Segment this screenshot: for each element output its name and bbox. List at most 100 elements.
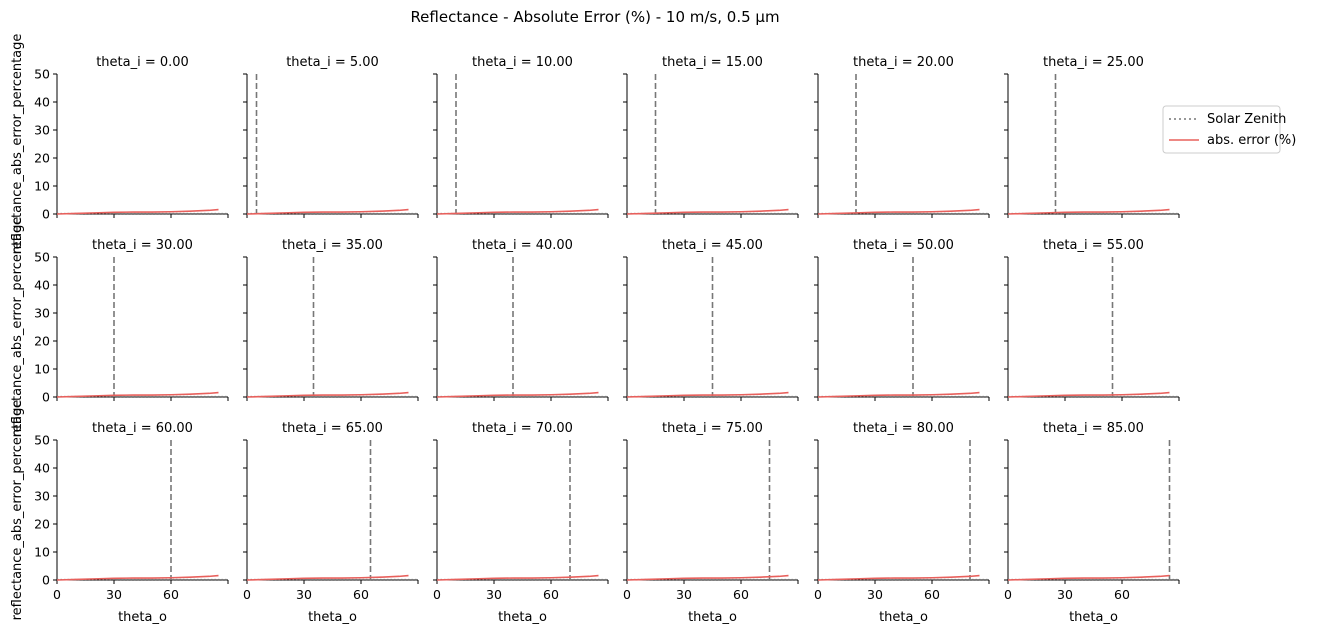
y-tick-label: 40 [34, 95, 50, 110]
panel-title: theta_i = 20.00 [853, 55, 954, 70]
panel-20: theta_i = 20.00 [814, 55, 990, 218]
panel-title: theta_i = 0.00 [96, 55, 189, 70]
y-axis-label: reflectance_abs_error_percentage [10, 400, 25, 621]
x-tick-label: 30 [296, 587, 312, 602]
panel-title: theta_i = 25.00 [1043, 55, 1144, 70]
panel-50: theta_i = 50.00 [814, 238, 990, 401]
panel-5: theta_i = 5.00 [243, 55, 419, 218]
y-tick-label: 30 [34, 489, 50, 504]
panel-title: theta_i = 80.00 [853, 421, 954, 436]
panel-10: theta_i = 10.00 [433, 55, 609, 218]
x-axis-label: theta_o [879, 610, 928, 625]
x-tick-label: 0 [53, 587, 61, 602]
x-tick-label: 0 [814, 587, 822, 602]
abs-error-line [246, 208, 409, 215]
x-tick-label: 60 [1114, 587, 1130, 602]
y-tick-label: 20 [34, 517, 50, 532]
abs-error-line [817, 574, 980, 581]
panel-30: theta_i = 30.00 0 10 20 30 40 50 reflectance_ab… [10, 217, 229, 438]
panel-title: theta_i = 70.00 [472, 421, 573, 436]
abs-error-line [436, 391, 599, 398]
panel-65: theta_i = 65.00 0 30 60 theta_o [243, 421, 419, 625]
x-tick-label: 30 [1057, 587, 1073, 602]
abs-error-line [626, 391, 789, 398]
panel-title: theta_i = 45.00 [662, 238, 763, 253]
panel-0: theta_i = 0.00 0 10 20 30 40 50 reflectance_abs… [10, 34, 229, 255]
abs-error-line [1007, 574, 1170, 581]
panel-title: theta_i = 30.00 [92, 238, 193, 253]
y-tick-label: 0 [42, 573, 50, 588]
panel-60: theta_i = 60.00 0 10 20 30 40 50 0 30 60 theta_o re… [10, 400, 229, 625]
y-tick-label: 0 [42, 390, 50, 405]
abs-error-line [1007, 208, 1170, 215]
facet-grid: theta_i = 0.00 0 10 20 30 40 50 reflectance_abs… [10, 34, 1180, 625]
x-axis-label: theta_o [688, 610, 737, 625]
y-tick-label: 0 [42, 207, 50, 222]
panel-70: theta_i = 70.00 0 30 60 theta_o [433, 421, 609, 625]
panel-title: theta_i = 5.00 [286, 55, 379, 70]
x-tick-label: 60 [543, 587, 559, 602]
x-tick-label: 30 [106, 587, 122, 602]
x-tick-label: 30 [486, 587, 502, 602]
legend-abs-error-label: abs. error (%) [1207, 133, 1296, 148]
y-tick-label: 30 [34, 123, 50, 138]
panel-title: theta_i = 40.00 [472, 238, 573, 253]
panel-45: theta_i = 45.00 [623, 238, 799, 401]
abs-error-line [56, 208, 219, 215]
y-tick-label: 40 [34, 461, 50, 476]
y-tick-label: 10 [34, 545, 50, 560]
panel-25: theta_i = 25.00 [1004, 55, 1180, 218]
abs-error-line [56, 574, 219, 581]
panel-title: theta_i = 85.00 [1043, 421, 1144, 436]
abs-error-line [436, 574, 599, 581]
panel-80: theta_i = 80.00 0 30 60 theta_o [814, 421, 990, 625]
panel-35: theta_i = 35.00 [243, 238, 419, 401]
abs-error-line [817, 208, 980, 215]
panel-55: theta_i = 55.00 [1004, 238, 1180, 401]
panel-40: theta_i = 40.00 [433, 238, 609, 401]
y-tick-label: 20 [34, 334, 50, 349]
x-tick-label: 0 [1004, 587, 1012, 602]
x-tick-label: 30 [676, 587, 692, 602]
abs-error-line [817, 391, 980, 398]
y-tick-label: 30 [34, 306, 50, 321]
y-tick-label: 10 [34, 179, 50, 194]
panel-15: theta_i = 15.00 [623, 55, 799, 218]
x-tick-label: 60 [163, 587, 179, 602]
y-axis-label: reflectance_abs_error_percentage [10, 34, 25, 255]
x-tick-label: 0 [623, 587, 631, 602]
y-tick-label: 10 [34, 362, 50, 377]
x-axis-label: theta_o [308, 610, 357, 625]
y-tick-label: 50 [34, 250, 50, 265]
x-axis-label: theta_o [1069, 610, 1118, 625]
x-tick-label: 60 [733, 587, 749, 602]
panel-75: theta_i = 75.00 0 30 60 theta_o [623, 421, 799, 625]
y-tick-label: 20 [34, 151, 50, 166]
y-axis-label: reflectance_abs_error_percentage [10, 217, 25, 438]
abs-error-line [626, 574, 789, 581]
x-tick-label: 60 [353, 587, 369, 602]
panel-title: theta_i = 60.00 [92, 421, 193, 436]
abs-error-line [1007, 391, 1170, 398]
y-tick-label: 50 [34, 433, 50, 448]
abs-error-line [246, 391, 409, 398]
panel-title: theta_i = 55.00 [1043, 238, 1144, 253]
panel-title: theta_i = 75.00 [662, 421, 763, 436]
y-tick-label: 40 [34, 278, 50, 293]
panel-title: theta_i = 35.00 [282, 238, 383, 253]
abs-error-line [56, 391, 219, 398]
panel-title: theta_i = 15.00 [662, 55, 763, 70]
legend-frame [1162, 105, 1281, 154]
abs-error-line [246, 574, 409, 581]
legend-solar-zenith-label: Solar Zenith [1207, 112, 1286, 127]
abs-error-line [436, 208, 599, 215]
panel-title: theta_i = 65.00 [282, 421, 383, 436]
x-tick-label: 0 [433, 587, 441, 602]
chart-title: Reflectance - Absolute Error (%) - 10 m/… [410, 8, 779, 26]
x-tick-label: 0 [243, 587, 251, 602]
x-tick-label: 60 [924, 587, 940, 602]
panel-title: theta_i = 10.00 [472, 55, 573, 70]
abs-error-line [626, 208, 789, 215]
x-tick-label: 30 [867, 587, 883, 602]
